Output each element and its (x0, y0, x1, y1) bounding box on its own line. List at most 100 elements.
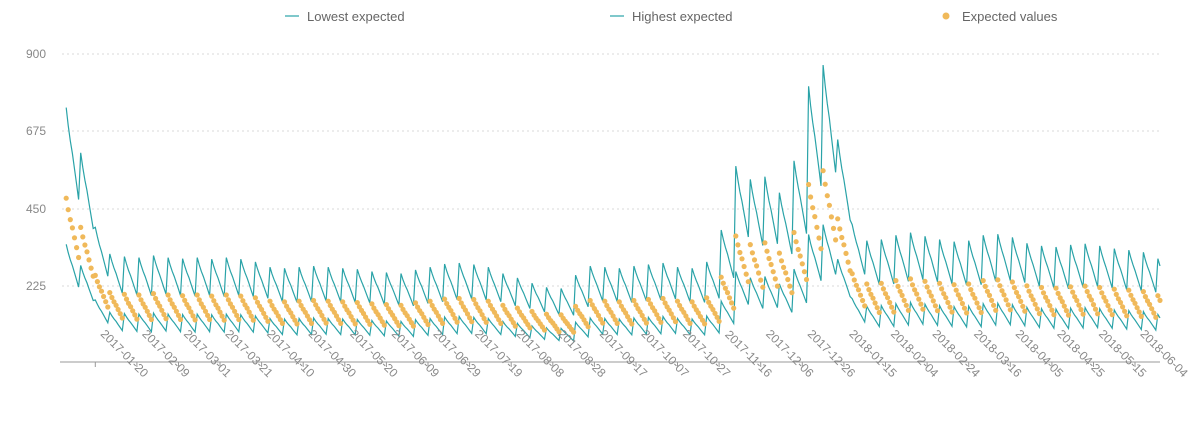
expected-value-point[interactable] (810, 205, 816, 211)
expected-value-point[interactable] (67, 217, 73, 223)
expected-value-point[interactable] (1092, 306, 1099, 312)
expected-value-point[interactable] (737, 249, 743, 256)
expected-value-point[interactable] (173, 308, 179, 314)
expected-value-point[interactable] (132, 312, 138, 318)
expected-value-point[interactable] (207, 316, 213, 323)
expected-value-point[interactable] (1080, 311, 1086, 317)
expected-value-point[interactable] (146, 312, 152, 318)
expected-value-point[interactable] (1030, 297, 1036, 303)
expected-value-point[interactable] (806, 181, 812, 188)
expected-value-point[interactable] (874, 305, 880, 311)
expected-value-point[interactable] (244, 305, 250, 311)
expected-value-point[interactable] (710, 306, 716, 313)
expected-value-point[interactable] (186, 305, 192, 311)
expected-value-point[interactable] (937, 280, 943, 286)
expected-value-point[interactable] (254, 299, 261, 305)
expected-value-point[interactable] (175, 312, 182, 318)
expected-value-point[interactable] (190, 313, 196, 319)
expected-value-point[interactable] (205, 312, 211, 318)
expected-value-point[interactable] (668, 311, 674, 317)
expected-value-point[interactable] (1040, 290, 1047, 296)
expected-value-point[interactable] (760, 284, 766, 290)
expected-value-point[interactable] (1049, 307, 1055, 313)
expected-value-point[interactable] (743, 271, 749, 277)
expected-value-point[interactable] (878, 280, 884, 286)
expected-value-point[interactable] (1078, 307, 1084, 313)
expected-value-point[interactable] (130, 308, 136, 314)
expected-value-point[interactable] (296, 298, 302, 304)
expected-value-point[interactable] (758, 277, 764, 283)
expected-value-point[interactable] (976, 305, 982, 311)
expected-value-point[interactable] (1007, 307, 1013, 313)
expected-value-point[interactable] (456, 295, 462, 302)
expected-value-point[interactable] (787, 283, 793, 289)
expected-value-point[interactable] (527, 325, 533, 331)
expected-value-point[interactable] (949, 309, 955, 315)
expected-value-point[interactable] (477, 308, 483, 314)
expected-value-point[interactable] (279, 320, 285, 326)
expected-value-point[interactable] (724, 290, 731, 296)
expected-value-point[interactable] (1140, 289, 1146, 295)
expected-value-point[interactable] (1036, 311, 1042, 317)
expected-value-point[interactable] (920, 306, 926, 312)
expected-value-point[interactable] (978, 309, 984, 316)
expected-value-point[interactable] (789, 290, 795, 296)
expected-value-point[interactable] (159, 307, 165, 313)
expected-value-point[interactable] (259, 306, 265, 313)
expected-value-point[interactable] (1109, 312, 1115, 318)
expected-value-point[interactable] (148, 316, 154, 323)
expected-value-point[interactable] (768, 261, 774, 268)
expected-value-point[interactable] (163, 316, 169, 322)
expected-value-point[interactable] (702, 321, 708, 327)
expected-value-point[interactable] (689, 299, 695, 305)
expected-value-point[interactable] (1061, 303, 1067, 309)
expected-value-point[interactable] (202, 308, 209, 314)
expected-value-point[interactable] (263, 314, 269, 320)
expected-value-point[interactable] (1072, 294, 1078, 300)
expected-value-point[interactable] (1136, 309, 1142, 315)
expected-value-point[interactable] (837, 226, 843, 232)
expected-value-point[interactable] (119, 315, 125, 321)
expected-value-point[interactable] (1153, 314, 1159, 320)
expected-value-point[interactable] (718, 274, 724, 280)
expected-value-point[interactable] (918, 301, 924, 307)
expected-value-point[interactable] (980, 278, 986, 284)
expected-value-point[interactable] (250, 317, 256, 323)
expected-value-point[interactable] (396, 323, 402, 329)
expected-value-point[interactable] (826, 202, 833, 208)
expected-value-point[interactable] (252, 295, 258, 301)
expected-value-point[interactable] (452, 315, 458, 321)
expected-value-point[interactable] (1045, 298, 1051, 304)
expected-value-point[interactable] (939, 286, 945, 292)
expected-value-point[interactable] (928, 293, 934, 299)
expected-value-point[interactable] (720, 280, 726, 286)
expected-value-point[interactable] (153, 295, 159, 302)
expected-value-point[interactable] (308, 320, 315, 326)
expected-value-point[interactable] (367, 321, 373, 327)
expected-value-point[interactable] (658, 319, 664, 325)
expected-value-point[interactable] (200, 304, 206, 310)
expected-value-point[interactable] (747, 242, 753, 248)
expected-value-point[interactable] (1028, 293, 1034, 299)
expected-value-point[interactable] (797, 253, 803, 259)
expected-value-point[interactable] (92, 272, 98, 278)
expected-value-point[interactable] (1155, 293, 1161, 299)
expected-value-point[interactable] (229, 304, 236, 310)
expected-value-point[interactable] (1147, 301, 1153, 307)
legend-item-highest-expected[interactable]: Highest expected (610, 9, 732, 24)
expected-value-point[interactable] (645, 296, 652, 303)
expected-value-point[interactable] (1065, 312, 1072, 318)
expected-value-point[interactable] (1111, 286, 1117, 292)
expected-value-point[interactable] (94, 279, 100, 285)
expected-value-point[interactable] (469, 319, 475, 325)
expected-value-point[interactable] (629, 321, 635, 327)
expected-value-point[interactable] (945, 299, 951, 306)
expected-value-point[interactable] (340, 299, 346, 305)
expected-value-point[interactable] (167, 297, 173, 303)
expected-value-point[interactable] (1063, 308, 1069, 314)
expected-value-point[interactable] (764, 248, 770, 254)
expected-value-point[interactable] (716, 318, 722, 324)
expected-value-point[interactable] (144, 308, 150, 314)
expected-value-point[interactable] (968, 287, 974, 293)
expected-value-point[interactable] (795, 246, 801, 253)
